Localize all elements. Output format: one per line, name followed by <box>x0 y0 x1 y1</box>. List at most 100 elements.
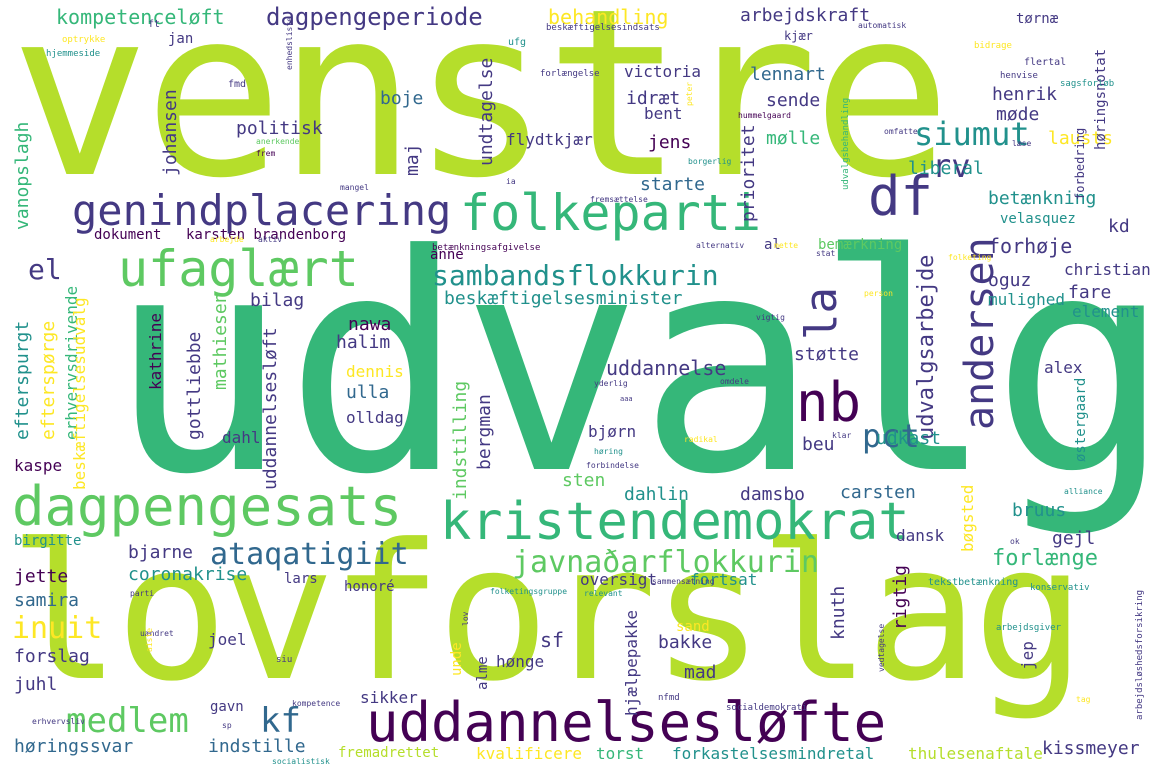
word: hummelgaard <box>738 111 791 120</box>
word: aktiv <box>258 235 283 244</box>
word: idræt <box>626 88 681 109</box>
word: dansk <box>896 526 945 545</box>
word: kaspe <box>14 456 63 475</box>
word: al <box>764 237 781 253</box>
word: torst <box>596 744 645 763</box>
word: anerkende <box>256 137 300 146</box>
word: siumut <box>914 115 1030 153</box>
word: bakke <box>658 632 713 653</box>
word: socialistisk <box>272 757 330 766</box>
word: samira <box>14 590 80 611</box>
word: javnaðarflokkurin <box>512 545 820 580</box>
word: gottliebbe <box>184 331 205 440</box>
word: velasquez <box>1000 211 1076 227</box>
word: socialdemokrati <box>726 703 808 713</box>
word: alternativ <box>696 241 745 250</box>
word: arbejde <box>210 235 244 244</box>
word: kristendemokrat <box>440 492 910 552</box>
word: vigtig <box>756 313 785 322</box>
word: udkast <box>876 428 942 449</box>
word: uændret <box>140 629 174 638</box>
word: frem <box>256 149 276 158</box>
word: folkeparti <box>460 184 762 242</box>
word: beskæftigelsesminister <box>444 288 683 309</box>
word: østergaard <box>1073 377 1089 462</box>
word: tekstbetænkning <box>928 577 1019 588</box>
word: gavn <box>210 699 244 715</box>
word: bent <box>644 104 683 123</box>
word: mathiesen <box>210 292 231 390</box>
word: damsbo <box>740 484 806 505</box>
word: automatisk <box>858 21 907 30</box>
word: lov forslag <box>8 504 1086 723</box>
word: nb <box>796 371 862 434</box>
word: udvalgsarbejde <box>914 254 939 440</box>
word: peter <box>685 81 694 106</box>
word: indstille <box>208 736 306 757</box>
word: df <box>868 165 934 228</box>
word: behandling <box>548 5 669 29</box>
word: forlænge <box>992 546 1098 571</box>
word: coronakrise <box>128 564 248 585</box>
word: oguz <box>988 270 1032 291</box>
word: sammensætning <box>652 577 715 586</box>
word: oversigt <box>580 570 658 589</box>
word: møde <box>996 104 1040 125</box>
word: yderlig <box>594 379 628 388</box>
word: dahlin <box>624 484 690 505</box>
word: uddannelsesløfte <box>366 691 887 754</box>
word: bjørn <box>588 422 637 441</box>
word: jens <box>648 132 692 153</box>
word: forlængelse <box>540 69 600 79</box>
word: ft <box>148 19 161 30</box>
word: tag <box>1076 695 1091 704</box>
word: liberal <box>908 158 984 179</box>
word: indstilling <box>450 380 471 500</box>
word: hjælpepakke <box>622 610 641 716</box>
word: bilag <box>250 290 305 311</box>
word: alex <box>1044 358 1083 377</box>
word: ufaglært <box>118 240 359 298</box>
word: kompetenceløft <box>56 5 225 29</box>
word: prioritet <box>738 124 759 222</box>
word: fare <box>1068 282 1112 303</box>
word: forslag <box>14 646 90 667</box>
word: mangel <box>340 183 369 192</box>
word: fmd <box>228 79 247 90</box>
word: ia <box>506 177 516 186</box>
word: sikker <box>360 688 418 707</box>
word: maj <box>402 143 423 176</box>
word: henvise <box>1000 71 1038 81</box>
word: olldag <box>346 408 404 427</box>
word: arbejdsgiver <box>996 623 1062 633</box>
word: inuit <box>12 611 103 646</box>
word: dokument <box>94 227 162 243</box>
word: optrykke <box>62 35 106 45</box>
word: kvalificere <box>476 744 582 763</box>
word: dennis <box>346 362 404 381</box>
word: udvalg <box>108 191 1155 540</box>
word: carsten <box>840 482 916 503</box>
word: enhedsliste <box>285 17 294 70</box>
word: andersen <box>957 237 1003 430</box>
word: lov <box>461 611 470 626</box>
word: kissmeyer <box>1042 738 1140 759</box>
word: undtagelse <box>476 57 497 166</box>
word: læse <box>1012 139 1032 148</box>
word: element <box>1072 302 1140 321</box>
word: gejl <box>1052 528 1096 549</box>
word: johansen <box>160 89 181 176</box>
word: jan <box>168 31 194 47</box>
word: genindplacering <box>72 186 452 235</box>
word: relevant <box>584 589 623 598</box>
word: sand <box>676 619 710 635</box>
word: tørnæ <box>1016 11 1059 27</box>
word: kf <box>260 701 301 741</box>
word: fortsat <box>690 570 758 589</box>
word: venstre <box>10 0 952 229</box>
word: bjarne <box>128 542 194 563</box>
word: omfatte <box>884 127 918 136</box>
word: medlem <box>66 701 189 741</box>
word: person <box>864 289 893 298</box>
